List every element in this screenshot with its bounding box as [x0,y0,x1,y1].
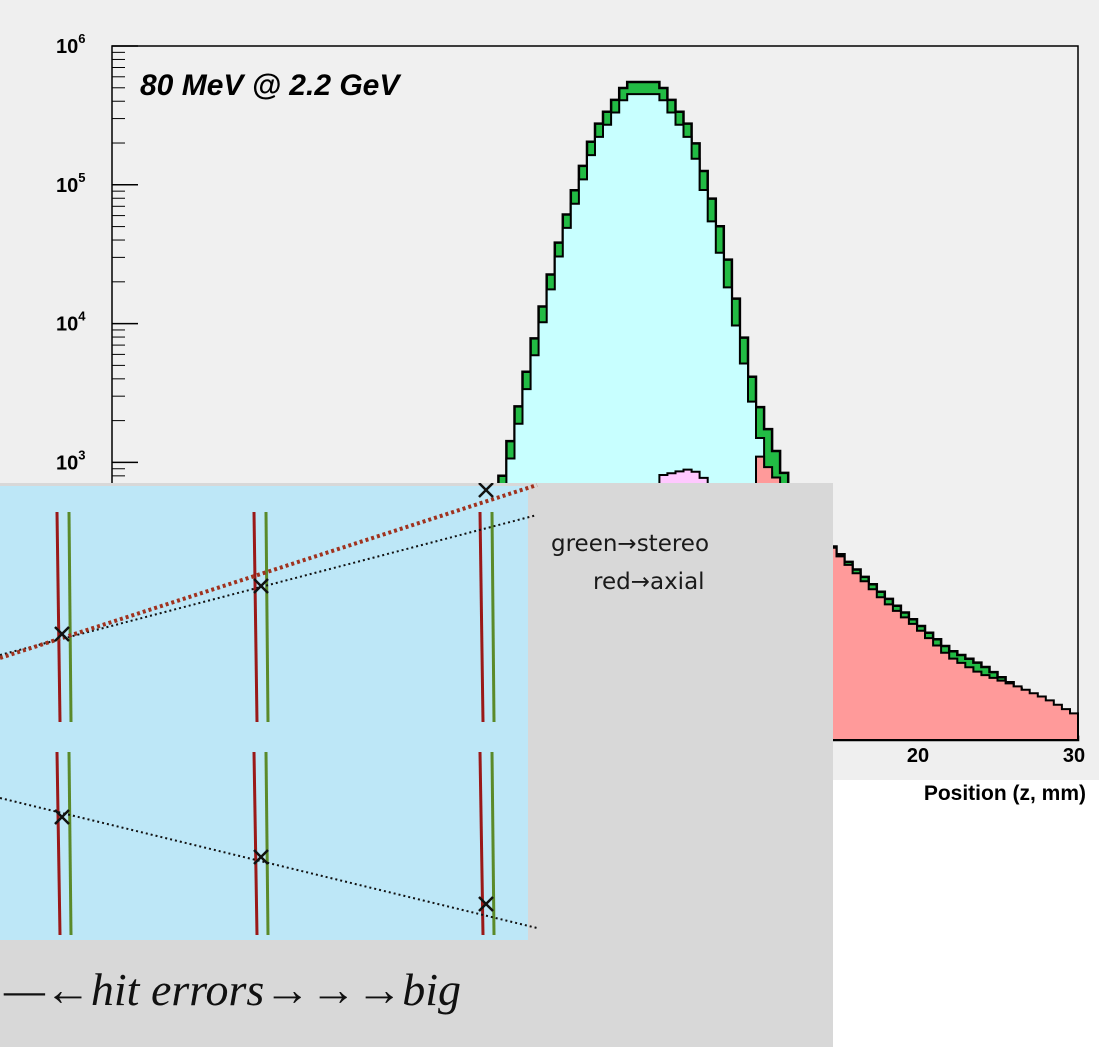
hits-panel [0,486,528,940]
chart-annotation: 80 MeV @ 2.2 GeV [140,69,402,102]
y-tick-label: 103 [56,447,85,474]
axial-wire [55,511,62,723]
wire-pair-2 [252,511,270,936]
hit-marker [253,849,269,865]
x-tick-label-30: 30 [1063,745,1085,767]
wire-pair-1 [55,511,73,936]
axial-wire [252,751,259,936]
axial-wire [478,511,485,723]
axial-wire [252,511,259,723]
x-tick-label-20: 20 [907,745,929,767]
x-axis-title: Position (z, mm) [924,782,1086,805]
fit-line-axial [0,483,538,660]
hit-marker [54,626,70,642]
axial-wire [478,751,485,936]
wire-pair-3 [478,511,496,936]
stereo-wire [67,511,73,723]
hit-marker [54,809,70,825]
hit-markers [54,483,494,912]
stereo-wire [264,511,270,723]
slide-caption: —←hit errors→→→big [3,964,461,1015]
hit-marker [478,896,494,912]
hit-marker [253,578,269,594]
legend-stereo: green→stereo [551,531,709,557]
track-fit-slide: green→stereo red→axial —←hit errors→→→bi… [0,483,833,1047]
stereo-wire [490,511,496,723]
hit-marker [478,483,494,498]
legend-axial: red→axial [593,569,705,595]
y-tick-label: 105 [56,170,85,197]
stereo-wire [264,751,270,936]
stereo-wire [490,751,496,936]
axial-wire [55,751,62,936]
stereo-wire [67,751,73,936]
